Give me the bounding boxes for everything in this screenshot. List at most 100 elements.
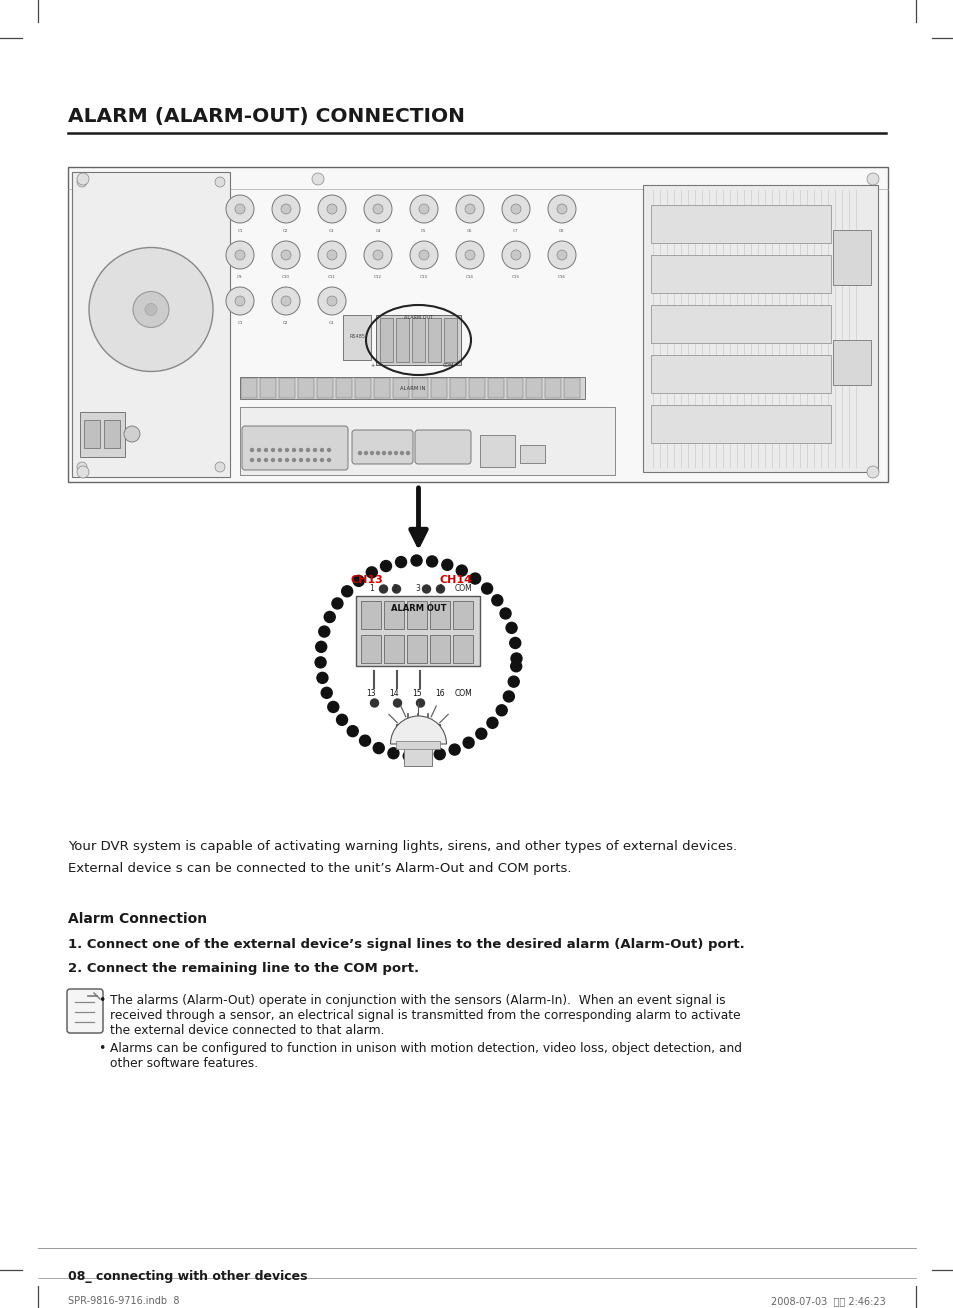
Bar xyxy=(650,405,830,443)
FancyBboxPatch shape xyxy=(242,426,348,470)
Text: C6: C6 xyxy=(467,229,473,233)
Circle shape xyxy=(456,565,467,576)
Circle shape xyxy=(77,173,89,184)
Circle shape xyxy=(285,459,288,462)
Text: CH14: CH14 xyxy=(439,576,473,585)
Bar xyxy=(84,420,100,449)
Circle shape xyxy=(370,451,374,454)
Bar xyxy=(453,600,473,629)
Circle shape xyxy=(234,296,245,306)
Text: The alarms (Alarm-Out) operate in conjunction with the sensors (Alarm-In).  When: The alarms (Alarm-Out) operate in conjun… xyxy=(110,994,725,1007)
Circle shape xyxy=(320,459,323,462)
Bar xyxy=(297,378,314,398)
Bar xyxy=(240,407,615,475)
Text: CH13: CH13 xyxy=(350,576,382,585)
Circle shape xyxy=(278,459,281,462)
Circle shape xyxy=(395,451,397,454)
Text: 2. Connect the remaining line to the COM port.: 2. Connect the remaining line to the COM… xyxy=(68,961,418,974)
Circle shape xyxy=(364,241,392,269)
FancyBboxPatch shape xyxy=(352,430,413,464)
Circle shape xyxy=(511,204,520,215)
Circle shape xyxy=(272,459,274,462)
Text: 16: 16 xyxy=(436,689,445,698)
Text: C2: C2 xyxy=(283,229,289,233)
Circle shape xyxy=(388,748,398,759)
Bar xyxy=(412,318,424,362)
Circle shape xyxy=(327,459,330,462)
Circle shape xyxy=(462,738,474,748)
Text: ALARM (ALARM-OUT) CONNECTION: ALARM (ALARM-OUT) CONNECTION xyxy=(68,107,464,126)
Text: C15: C15 xyxy=(512,275,519,279)
Circle shape xyxy=(410,195,437,222)
Circle shape xyxy=(321,687,332,698)
Text: 14: 14 xyxy=(389,689,399,698)
Bar xyxy=(68,167,887,483)
Text: External device s can be connected to the unit’s Alarm-Out and COM ports.: External device s can be connected to th… xyxy=(68,862,571,875)
Circle shape xyxy=(359,735,370,746)
Text: C1: C1 xyxy=(237,229,242,233)
Circle shape xyxy=(314,657,326,668)
Text: C8: C8 xyxy=(558,229,564,233)
Circle shape xyxy=(234,204,245,215)
Circle shape xyxy=(327,449,330,451)
Circle shape xyxy=(511,250,520,260)
Bar xyxy=(384,634,404,663)
Circle shape xyxy=(392,585,400,593)
Circle shape xyxy=(315,641,326,653)
Text: C12: C12 xyxy=(374,275,381,279)
Bar xyxy=(450,378,465,398)
Text: 2008-07-03  오후 2:46:23: 2008-07-03 오후 2:46:23 xyxy=(770,1296,885,1305)
Circle shape xyxy=(317,286,346,315)
Circle shape xyxy=(226,195,253,222)
Circle shape xyxy=(434,748,445,760)
Circle shape xyxy=(299,459,302,462)
Circle shape xyxy=(251,449,253,451)
Text: 3: 3 xyxy=(415,583,419,593)
Wedge shape xyxy=(390,715,446,744)
Bar xyxy=(80,412,125,456)
Text: C14: C14 xyxy=(466,275,474,279)
Circle shape xyxy=(501,241,530,269)
Circle shape xyxy=(264,459,267,462)
Text: C16: C16 xyxy=(558,275,565,279)
Circle shape xyxy=(226,286,253,315)
Text: C9: C9 xyxy=(237,275,242,279)
Circle shape xyxy=(314,459,316,462)
Circle shape xyxy=(376,451,379,454)
Bar xyxy=(642,184,877,472)
Bar xyxy=(832,340,870,385)
Circle shape xyxy=(469,573,480,585)
Text: C1: C1 xyxy=(237,320,242,324)
Circle shape xyxy=(353,576,364,586)
Text: ALARM OUT: ALARM OUT xyxy=(391,604,446,613)
Circle shape xyxy=(510,661,521,672)
Bar xyxy=(241,378,256,398)
Bar xyxy=(407,634,427,663)
Circle shape xyxy=(132,292,169,327)
Text: the external device connected to that alarm.: the external device connected to that al… xyxy=(110,1024,384,1037)
Circle shape xyxy=(281,296,291,306)
Text: Alarm Connection: Alarm Connection xyxy=(68,912,207,926)
Circle shape xyxy=(547,241,576,269)
Circle shape xyxy=(382,451,385,454)
Circle shape xyxy=(370,698,378,708)
Bar xyxy=(404,746,432,766)
Bar xyxy=(563,378,579,398)
Bar xyxy=(393,378,409,398)
Circle shape xyxy=(347,726,358,736)
Circle shape xyxy=(306,449,309,451)
Circle shape xyxy=(422,585,430,593)
Circle shape xyxy=(89,247,213,371)
Bar xyxy=(104,420,120,449)
Circle shape xyxy=(293,449,295,451)
Circle shape xyxy=(234,250,245,260)
Circle shape xyxy=(866,466,878,477)
Bar xyxy=(650,354,830,392)
Bar xyxy=(356,596,480,666)
Bar xyxy=(412,378,428,398)
Circle shape xyxy=(336,714,347,726)
Circle shape xyxy=(226,241,253,269)
Bar xyxy=(361,600,381,629)
Circle shape xyxy=(393,698,401,708)
Circle shape xyxy=(366,566,376,578)
